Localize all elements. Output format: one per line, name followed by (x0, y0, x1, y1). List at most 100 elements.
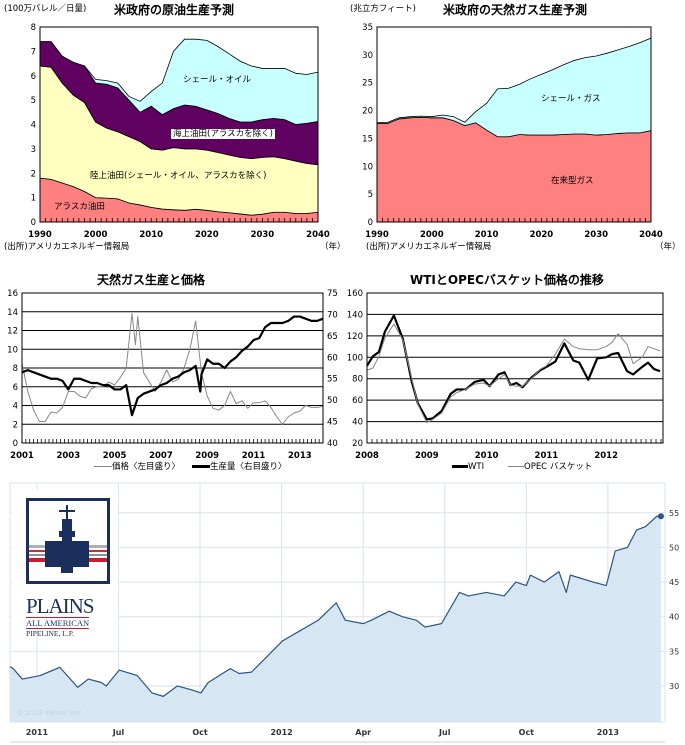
x-tick-label: 2011 (535, 451, 559, 461)
legend-production-label: 生産量〈右目盛り〉 (210, 462, 287, 472)
y-tick-label: 120 (347, 332, 363, 342)
plot-frame (366, 292, 664, 444)
x-tick-label: 2009 (415, 451, 439, 461)
legend-price-swatch (94, 466, 112, 467)
shale-gas-label: シェール・ガス (541, 94, 601, 104)
legend-opec: OPEC バスケット (508, 462, 592, 472)
x-tick-label: 2040 (639, 230, 663, 240)
y2-tick-label: 70 (327, 310, 338, 320)
alaska-label: アラスカ油田 (54, 202, 105, 212)
y-tick-label: 140 (347, 310, 363, 320)
y-tick-label: 10 (7, 345, 18, 355)
legend-price: 価格〈左目盛り〉 (94, 462, 180, 472)
y2-tick-label: 45 (327, 418, 338, 428)
x-tick-label: 2010 (475, 230, 499, 240)
y-tick-label: 20 (352, 439, 363, 449)
y-tick-label: 0 (13, 439, 18, 449)
y-tick-label: 45 (669, 578, 679, 587)
y-tick-label: 6 (31, 72, 36, 82)
x-tick-label: 2008 (355, 451, 379, 461)
y2-tick-label: 55 (327, 375, 338, 385)
yahoo-watermark: © 2013 Yahoo! Inc. (16, 709, 84, 717)
y-tick-label: 15 (362, 134, 373, 144)
area-fill (10, 516, 661, 722)
y-tick-label: 14 (7, 308, 18, 318)
x-tick-label: Jul (112, 728, 125, 737)
x-tick-label: 2020 (530, 230, 554, 240)
x-tick-label: 2012 (270, 728, 292, 737)
y-tick-label: 100 (347, 353, 363, 363)
legend-price-label: 価格〈左目盛り〉 (112, 462, 181, 472)
offshore-label: 海上油田(アラスカを除く) (171, 129, 275, 139)
legend-wti: WTI (452, 462, 484, 472)
y-tick-label: 55 (669, 509, 679, 518)
y-tick-label: 40 (669, 613, 679, 622)
y2-tick-label: 65 (327, 332, 338, 342)
y-tick-label: 4 (13, 402, 18, 412)
gas-chart-title: 米政府の天然ガス生産予測 (443, 3, 588, 17)
series-line-0 (9, 515, 661, 697)
y-tick-label: 5 (31, 96, 36, 106)
y2-tick-label: 75 (327, 289, 338, 299)
logo-line3: PIPELINE, L.P. (26, 629, 74, 638)
x-tick-label: 2030 (251, 230, 275, 240)
y-tick-label: 6 (13, 383, 18, 393)
conventional-gas-label: 在来型ガス (551, 176, 594, 186)
x-tick-label: 2000 (84, 230, 108, 240)
logo-name: PLAINS (26, 594, 95, 618)
x-tick-label: 1990 (365, 230, 389, 240)
y-tick-label: 20 (362, 107, 373, 117)
logo-line2: ALL AMERICAN (26, 617, 90, 629)
y-tick-label: 35 (669, 647, 679, 656)
chart-1 (376, 26, 652, 223)
y2-tick-label: 50 (327, 396, 338, 406)
legend-wti-swatch (452, 465, 468, 468)
oil-unit-label: (100万バレル／日量) (4, 4, 87, 14)
gas-x-unit: （年） (655, 242, 681, 252)
oil-source: (出所)アメリカエネルギー情報局 (4, 242, 130, 252)
x-tick-label: 2003 (56, 451, 80, 461)
series-line-0 (366, 314, 661, 421)
y-tick-label: 8 (13, 364, 18, 374)
y-tick-label: 16 (7, 289, 18, 299)
y-tick-label: 2 (31, 169, 36, 179)
x-tick-label: Jul (438, 728, 451, 737)
y-tick-label: 0 (31, 218, 36, 228)
last-point-marker (657, 513, 664, 520)
legend-production: 生産量〈右目盛り〉 (192, 462, 287, 472)
x-tick-label: 2000 (420, 230, 444, 240)
onshore-label: 陸上油田(シェール・オイル、アラスカを除く) (90, 171, 267, 181)
legend-opec-label: OPEC バスケット (524, 462, 593, 472)
x-tick-label: 2011 (242, 451, 266, 461)
x-tick-label: 2009 (195, 451, 219, 461)
x-tick-label: 2030 (584, 230, 608, 240)
x-tick-label: Oct (192, 728, 208, 737)
y-tick-label: 12 (7, 327, 18, 337)
x-tick-label: 1990 (28, 230, 52, 240)
chart-2 (21, 292, 324, 444)
gas-unit-label: (兆立方フィート) (350, 4, 416, 14)
series-line-0 (21, 313, 324, 425)
x-tick-label: 2005 (103, 451, 127, 461)
oil-chart-title: 米政府の原油生産予測 (114, 3, 235, 17)
chart-4 (9, 482, 666, 743)
y-tick-label: 25 (362, 79, 373, 89)
y-tick-label: 30 (362, 51, 373, 61)
x-tick-label: 2013 (288, 451, 312, 461)
oil-x-unit: （年） (320, 242, 346, 252)
x-tick-label: Apr (355, 728, 371, 737)
y-tick-label: 50 (669, 543, 679, 552)
y-tick-label: 35 (362, 23, 373, 33)
y-tick-label: 30 (669, 682, 679, 691)
y2-tick-label: 40 (327, 439, 338, 449)
x-tick-label: 2040 (306, 230, 330, 240)
x-tick-label: 2010 (139, 230, 163, 240)
y-tick-label: 8 (31, 23, 36, 33)
y-tick-label: 10 (362, 162, 373, 172)
series-line-1 (21, 315, 324, 417)
y-tick-label: 160 (347, 289, 363, 299)
shale-oil-label: シェール・オイル (183, 75, 252, 85)
plains-logo: PLAINS ALL AMERICAN PIPELINE, L.P. (12, 490, 118, 638)
x-tick-label: Oct (519, 728, 535, 737)
